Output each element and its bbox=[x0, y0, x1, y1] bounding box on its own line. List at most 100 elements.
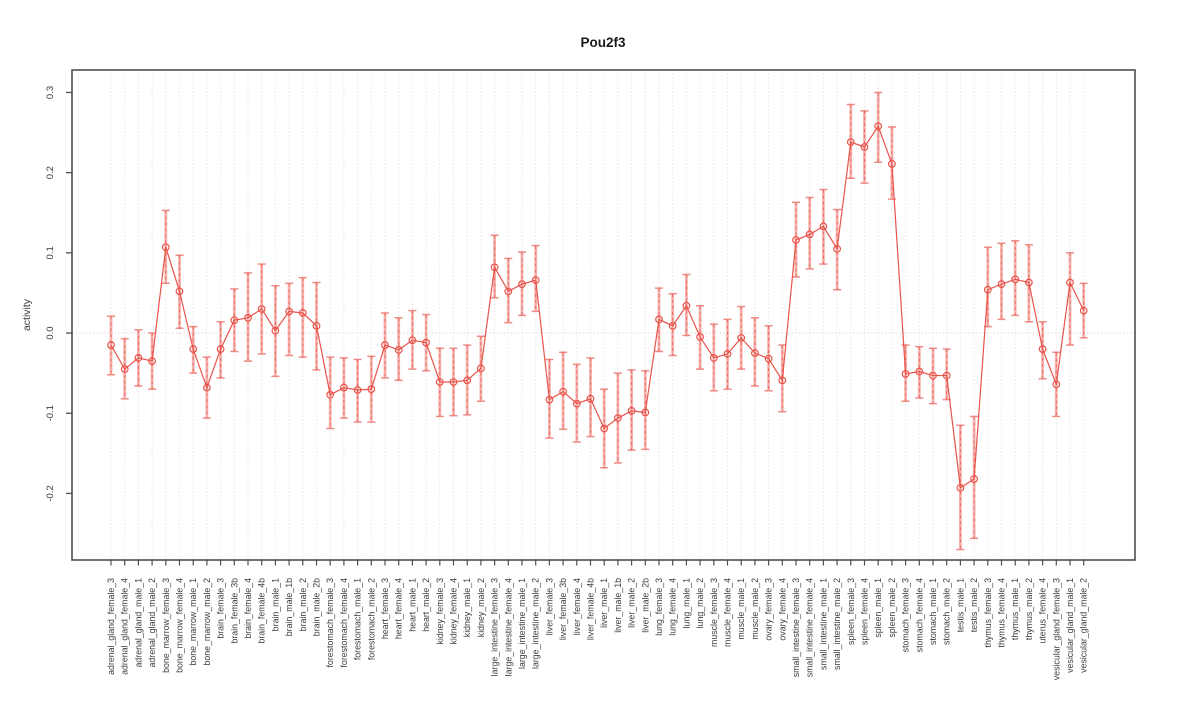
data-point-marker bbox=[751, 349, 759, 357]
data-point-marker bbox=[518, 280, 526, 289]
data-point-marker bbox=[545, 395, 554, 404]
data-point-marker bbox=[792, 236, 800, 244]
x-tick-label: small_intestine_male_2 bbox=[832, 578, 842, 670]
data-point-marker bbox=[983, 285, 992, 294]
x-tick-label: small_intestine_female_3 bbox=[791, 578, 801, 677]
x-tick-label: bone_marrow_female_3 bbox=[161, 578, 171, 673]
data-point-marker bbox=[1079, 306, 1088, 315]
x-tick-label: lung_female_4 bbox=[668, 578, 678, 636]
data-point-marker bbox=[435, 378, 444, 386]
data-point-marker bbox=[285, 307, 294, 316]
data-point-marker bbox=[202, 383, 211, 392]
data-point-marker bbox=[1024, 278, 1033, 287]
data-point-marker bbox=[216, 345, 225, 353]
y-tick-label: 0.3 bbox=[45, 86, 56, 99]
y-tick-label: -0.1 bbox=[45, 405, 56, 421]
data-point-marker bbox=[764, 354, 773, 363]
x-tick-label: vesicular_gland_female_3 bbox=[1051, 578, 1061, 680]
x-tick-label: bone_marrow_female_4 bbox=[175, 578, 185, 673]
data-point-marker bbox=[257, 305, 266, 313]
x-tick-label: brain_male_2 bbox=[298, 578, 308, 631]
data-point-marker bbox=[271, 326, 280, 335]
data-point-marker bbox=[422, 338, 431, 347]
x-tick-label: liver_female_4b bbox=[586, 578, 596, 640]
data-point-marker bbox=[449, 378, 458, 386]
x-tick-label: forestomach_female_4 bbox=[339, 578, 349, 668]
data-point-marker bbox=[709, 354, 718, 362]
data-layer bbox=[107, 91, 1088, 551]
data-point-marker bbox=[723, 349, 732, 358]
x-tick-label: liver_female_3 bbox=[544, 578, 554, 635]
x-tick-label: ovary_female_3 bbox=[764, 578, 774, 641]
x-tick-label: kidney_male_2 bbox=[476, 578, 486, 637]
data-point-marker bbox=[148, 357, 157, 366]
x-tick-label: thymus_male_2 bbox=[1024, 578, 1034, 640]
x-tick-label: heart_female_3 bbox=[380, 578, 390, 639]
x-tick-label: heart_female_4 bbox=[394, 578, 404, 639]
data-point-marker bbox=[367, 385, 376, 394]
x-tick-label: large_intestine_male_1 bbox=[517, 578, 527, 669]
x-tick-label: kidney_male_1 bbox=[462, 578, 472, 637]
x-tick-label: small_intestine_female_4 bbox=[805, 578, 815, 677]
data-point-marker bbox=[531, 276, 540, 285]
data-point-marker bbox=[696, 333, 704, 341]
x-tick-label: adrenal_gland_female_4 bbox=[120, 578, 130, 675]
gridlines-layer bbox=[72, 70, 1135, 560]
x-tick-label: adrenal_gland_male_1 bbox=[133, 578, 143, 668]
data-point-marker bbox=[353, 386, 362, 394]
x-tick-label: adrenal_gland_male_2 bbox=[147, 578, 157, 668]
data-point-marker bbox=[189, 345, 198, 353]
data-point-marker bbox=[244, 313, 252, 322]
data-point-marker bbox=[490, 263, 499, 272]
data-point-marker bbox=[1052, 380, 1061, 389]
x-tick-label: stomach_male_2 bbox=[942, 578, 952, 645]
data-point-marker bbox=[778, 376, 787, 385]
data-point-marker bbox=[668, 321, 677, 330]
x-tick-label: liver_male_1 bbox=[599, 578, 609, 628]
data-point-marker bbox=[572, 399, 581, 408]
x-tick-label: brain_male_1 bbox=[270, 578, 280, 631]
data-point-marker bbox=[1011, 275, 1020, 284]
x-tick-label: stomach_female_3 bbox=[901, 578, 911, 652]
data-point-marker bbox=[559, 387, 567, 396]
data-point-marker bbox=[942, 371, 951, 380]
x-tick-label: large_intestine_female_3 bbox=[490, 578, 500, 676]
data-point-marker bbox=[463, 376, 472, 385]
data-point-marker bbox=[408, 336, 417, 345]
data-point-marker bbox=[504, 287, 513, 296]
x-tick-label: brain_female_4 bbox=[243, 578, 253, 639]
data-point-marker bbox=[312, 321, 321, 330]
x-tick-label: vesicular_gland_male_2 bbox=[1079, 578, 1089, 673]
x-tick-label: thymus_female_3 bbox=[983, 578, 993, 648]
x-tick-label: bone_marrow_male_1 bbox=[188, 578, 198, 666]
x-tick-label: muscle_male_2 bbox=[750, 578, 760, 640]
y-axis-title: activity bbox=[21, 298, 33, 331]
x-tick-label: vesicular_gland_male_1 bbox=[1065, 578, 1075, 673]
data-point-marker bbox=[1066, 278, 1074, 287]
x-tick-label: liver_male_2b bbox=[640, 578, 650, 633]
x-tick-label: muscle_female_3 bbox=[709, 578, 719, 647]
chart-title: Pou2f3 bbox=[580, 35, 626, 50]
data-point-marker bbox=[929, 371, 937, 380]
plot-border bbox=[71, 69, 1136, 561]
axes-layer: adrenal_gland_female_3 adrenal_gland_fema… bbox=[45, 69, 1136, 680]
data-point-marker bbox=[860, 143, 869, 151]
data-point-marker bbox=[1038, 345, 1047, 353]
data-point-marker bbox=[586, 394, 595, 403]
x-tick-label: thymus_male_1 bbox=[1010, 578, 1020, 640]
x-tick-label: spleen_female_3 bbox=[846, 578, 856, 645]
x-tick-label: large_intestine_female_4 bbox=[503, 578, 513, 676]
data-point-marker bbox=[888, 159, 896, 168]
x-tick-label: lung_male_1 bbox=[681, 578, 691, 628]
x-tick-label: heart_male_2 bbox=[421, 578, 431, 632]
data-point-marker bbox=[340, 383, 348, 392]
y-tick-label: 0.0 bbox=[45, 326, 56, 339]
data-point-marker bbox=[394, 345, 403, 354]
x-tick-label: thymus_female_4 bbox=[997, 578, 1007, 648]
data-point-marker bbox=[846, 138, 855, 147]
data-point-marker bbox=[956, 483, 965, 492]
x-tick-label: forestomach_male_2 bbox=[366, 578, 376, 660]
x-tick-label: liver_female_3b bbox=[558, 578, 568, 640]
x-tick-label: forestomach_male_1 bbox=[353, 578, 363, 660]
